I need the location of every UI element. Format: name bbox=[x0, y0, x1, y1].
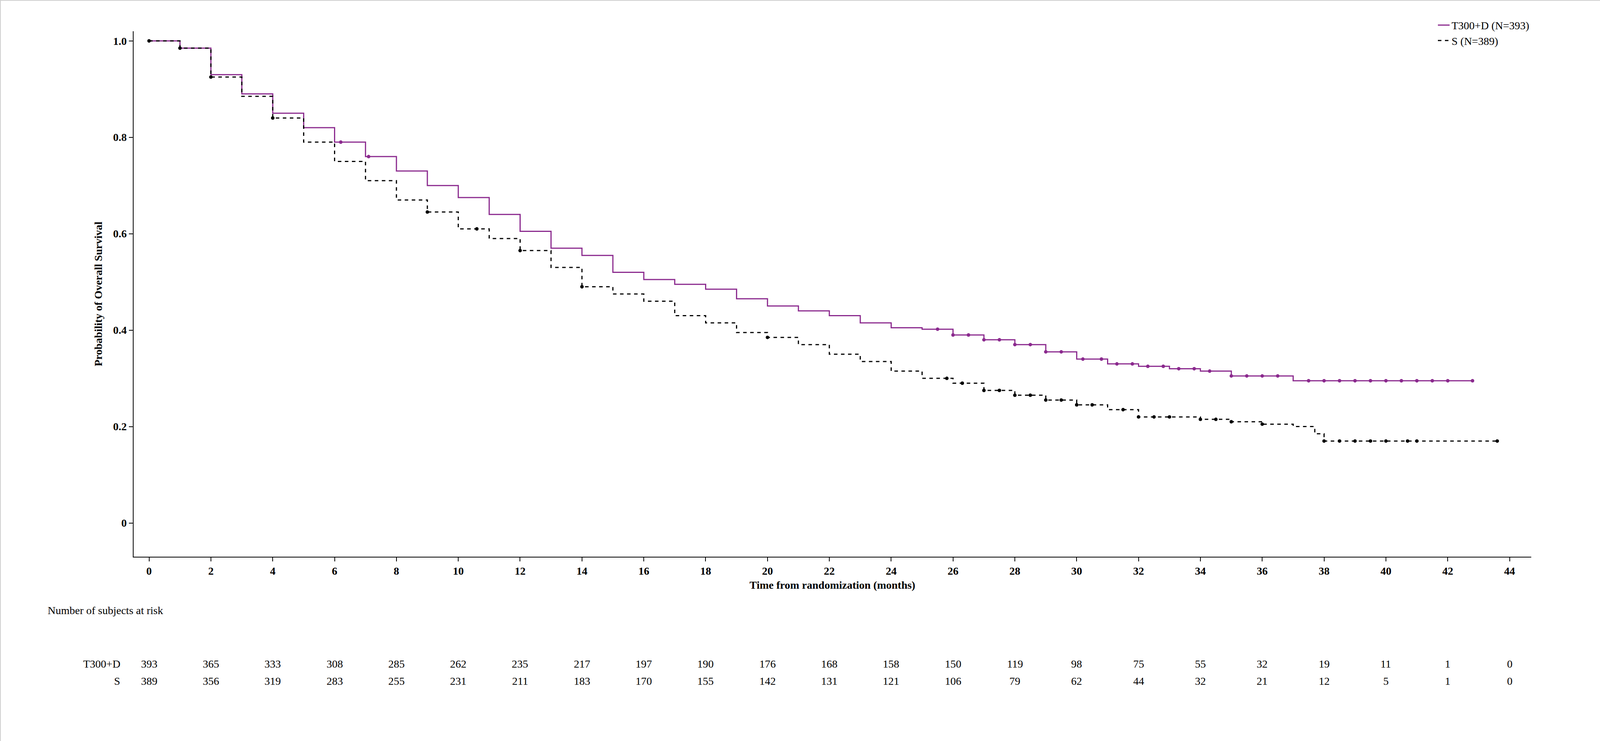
svg-text:T300+D (N=393): T300+D (N=393) bbox=[1451, 19, 1530, 32]
svg-text:176: 176 bbox=[759, 658, 776, 671]
svg-text:10: 10 bbox=[452, 565, 464, 578]
svg-text:211: 211 bbox=[512, 675, 529, 688]
svg-text:36: 36 bbox=[1256, 565, 1268, 578]
svg-text:285: 285 bbox=[388, 658, 405, 671]
svg-text:26: 26 bbox=[947, 565, 959, 578]
svg-text:319: 319 bbox=[264, 675, 281, 688]
svg-text:28: 28 bbox=[1009, 565, 1021, 578]
svg-text:158: 158 bbox=[882, 658, 900, 671]
svg-text:14: 14 bbox=[576, 565, 588, 578]
svg-text:S: S bbox=[114, 675, 121, 688]
svg-text:190: 190 bbox=[697, 658, 714, 671]
svg-text:170: 170 bbox=[635, 675, 652, 688]
svg-text:S (N=389): S (N=389) bbox=[1451, 35, 1499, 48]
svg-text:22: 22 bbox=[823, 565, 835, 578]
svg-text:393: 393 bbox=[141, 658, 158, 671]
svg-text:38: 38 bbox=[1318, 565, 1330, 578]
svg-text:106: 106 bbox=[944, 675, 962, 688]
svg-text:Probability of Overall Surviva: Probability of Overall Survival bbox=[92, 221, 105, 367]
svg-text:231: 231 bbox=[450, 675, 467, 688]
svg-text:6: 6 bbox=[332, 565, 338, 578]
svg-text:356: 356 bbox=[202, 675, 220, 688]
svg-text:1: 1 bbox=[1444, 675, 1451, 688]
svg-text:1: 1 bbox=[1444, 658, 1451, 671]
svg-text:2: 2 bbox=[208, 565, 214, 578]
svg-text:235: 235 bbox=[511, 658, 529, 671]
svg-text:0: 0 bbox=[146, 565, 152, 578]
svg-text:98: 98 bbox=[1071, 658, 1083, 671]
svg-text:0.2: 0.2 bbox=[112, 420, 127, 433]
svg-text:365: 365 bbox=[202, 658, 220, 671]
svg-text:34: 34 bbox=[1194, 565, 1206, 578]
svg-text:30: 30 bbox=[1071, 565, 1083, 578]
svg-text:Time from randomization (month: Time from randomization (months) bbox=[749, 579, 916, 592]
svg-text:389: 389 bbox=[141, 675, 158, 688]
svg-text:0: 0 bbox=[1507, 675, 1513, 688]
svg-text:308: 308 bbox=[326, 658, 343, 671]
svg-text:44: 44 bbox=[1504, 565, 1516, 578]
svg-text:19: 19 bbox=[1318, 658, 1330, 671]
svg-text:262: 262 bbox=[450, 658, 467, 671]
svg-text:142: 142 bbox=[759, 675, 776, 688]
svg-text:197: 197 bbox=[635, 658, 652, 671]
svg-text:1.0: 1.0 bbox=[112, 35, 127, 48]
svg-text:255: 255 bbox=[388, 675, 405, 688]
svg-text:32: 32 bbox=[1256, 658, 1268, 671]
svg-text:4: 4 bbox=[269, 565, 276, 578]
svg-text:62: 62 bbox=[1071, 675, 1083, 688]
svg-text:8: 8 bbox=[393, 565, 400, 578]
svg-text:0: 0 bbox=[121, 517, 127, 530]
svg-text:16: 16 bbox=[638, 565, 650, 578]
svg-text:18: 18 bbox=[700, 565, 711, 578]
svg-text:283: 283 bbox=[326, 675, 343, 688]
svg-text:333: 333 bbox=[264, 658, 281, 671]
svg-text:131: 131 bbox=[821, 675, 838, 688]
svg-text:20: 20 bbox=[762, 565, 774, 578]
svg-text:32: 32 bbox=[1194, 675, 1206, 688]
svg-text:75: 75 bbox=[1133, 658, 1145, 671]
svg-text:11: 11 bbox=[1380, 658, 1392, 671]
svg-text:121: 121 bbox=[882, 675, 900, 688]
svg-text:0.8: 0.8 bbox=[112, 131, 127, 144]
svg-text:0: 0 bbox=[1507, 658, 1513, 671]
svg-text:119: 119 bbox=[1007, 658, 1024, 671]
svg-text:0.6: 0.6 bbox=[112, 227, 127, 240]
svg-text:40: 40 bbox=[1380, 565, 1392, 578]
svg-text:24: 24 bbox=[885, 565, 897, 578]
svg-text:Number of subjects at risk: Number of subjects at risk bbox=[47, 604, 164, 617]
svg-text:150: 150 bbox=[944, 658, 962, 671]
svg-text:168: 168 bbox=[821, 658, 838, 671]
svg-text:183: 183 bbox=[573, 675, 591, 688]
svg-text:T300+D: T300+D bbox=[83, 658, 121, 671]
svg-text:44: 44 bbox=[1133, 675, 1145, 688]
svg-text:155: 155 bbox=[697, 675, 714, 688]
svg-text:21: 21 bbox=[1256, 675, 1268, 688]
svg-text:55: 55 bbox=[1194, 658, 1206, 671]
svg-text:12: 12 bbox=[514, 565, 526, 578]
svg-text:32: 32 bbox=[1133, 565, 1145, 578]
svg-text:12: 12 bbox=[1318, 675, 1330, 688]
svg-text:5: 5 bbox=[1383, 675, 1389, 688]
svg-text:79: 79 bbox=[1009, 675, 1021, 688]
svg-text:0.4: 0.4 bbox=[112, 324, 127, 337]
svg-text:217: 217 bbox=[573, 658, 591, 671]
svg-text:42: 42 bbox=[1442, 565, 1454, 578]
